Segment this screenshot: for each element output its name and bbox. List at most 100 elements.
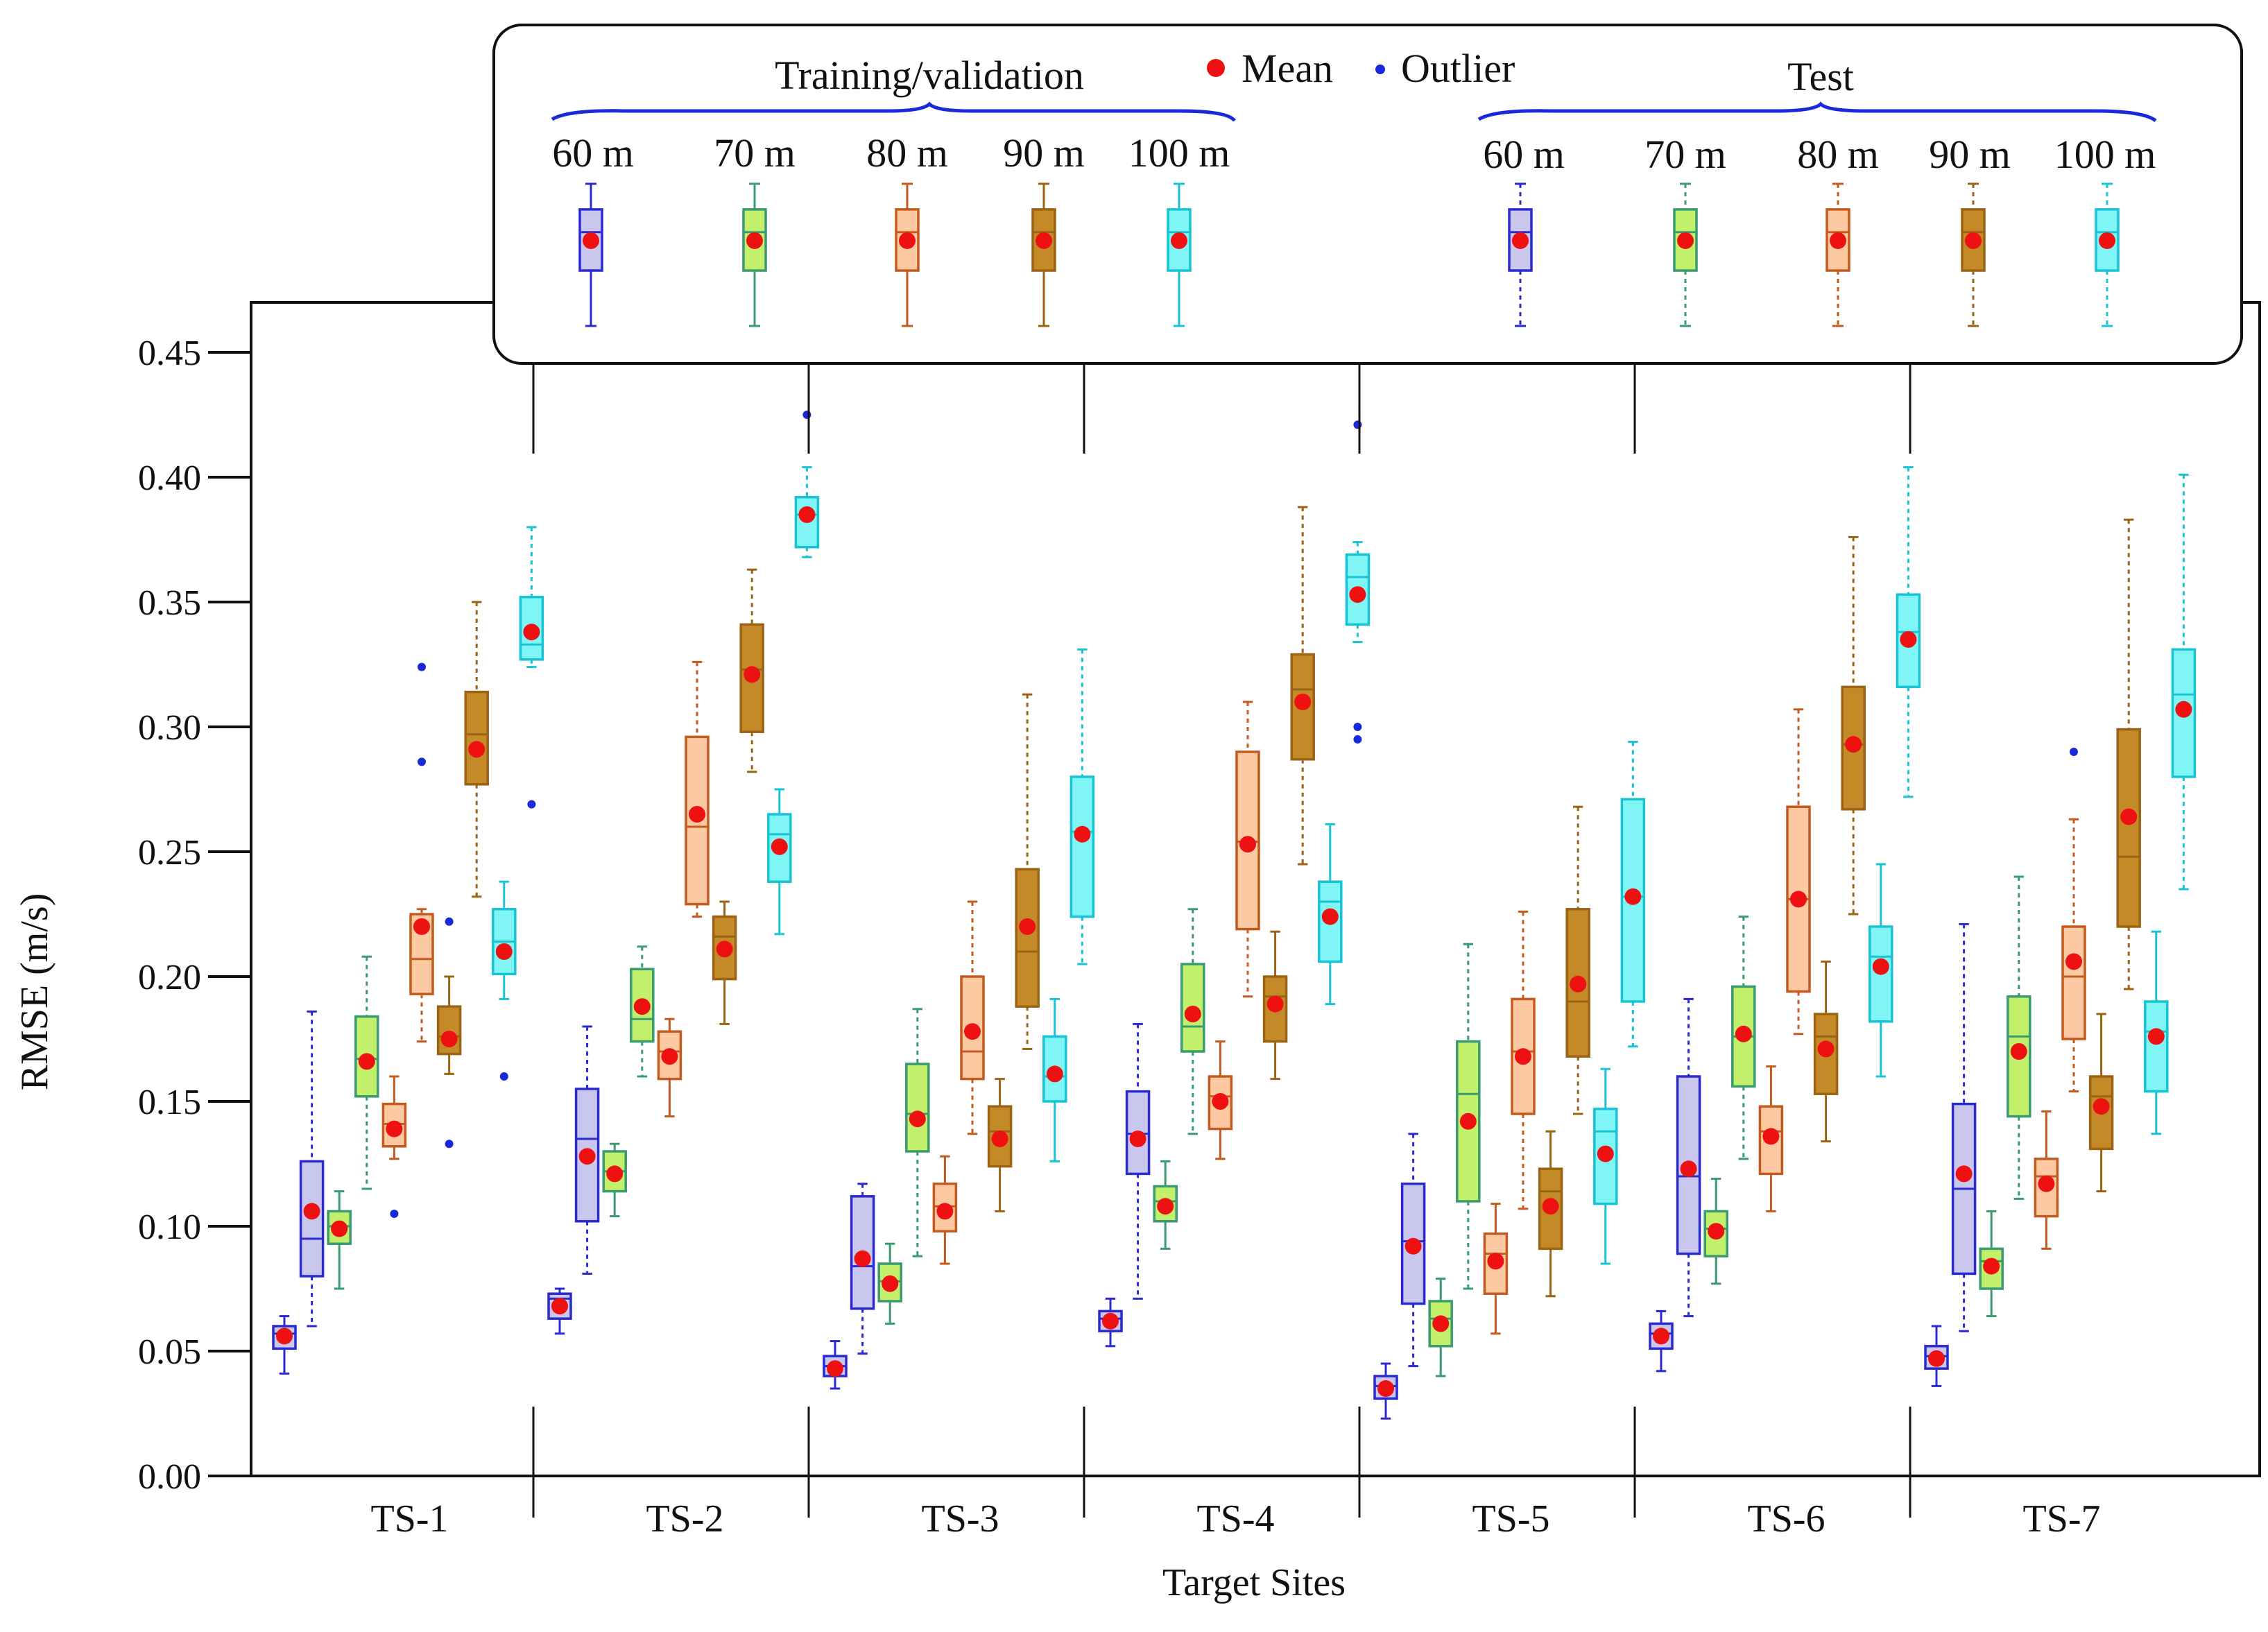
legend-sample xyxy=(1167,182,1192,327)
box-group xyxy=(850,1183,875,1355)
mean-marker xyxy=(2099,232,2115,249)
box-group xyxy=(1896,466,1921,798)
box-group xyxy=(1511,910,1536,1210)
y-tick-label: 0.10 xyxy=(138,1208,201,1247)
outlier-point xyxy=(2070,748,2078,756)
box-group xyxy=(987,1078,1013,1212)
box-group xyxy=(657,1017,682,1118)
box-group xyxy=(2144,930,2169,1135)
y-tick-label: 0.20 xyxy=(138,958,201,997)
legend-sample xyxy=(1673,182,1698,327)
box-group xyxy=(1841,535,1866,916)
outlier-point xyxy=(418,662,426,671)
legend: Training/validation Test Mean Outlier 60… xyxy=(492,24,2243,365)
mean-marker xyxy=(716,940,733,958)
mean-marker xyxy=(551,1298,568,1315)
box-group xyxy=(1924,1325,1949,1387)
legend-training-brace xyxy=(551,101,1237,122)
box-iqr xyxy=(1069,775,1095,918)
mean-marker xyxy=(1790,891,1807,908)
mean-marker xyxy=(303,1203,320,1220)
box-group xyxy=(1565,805,1590,1115)
mean-marker xyxy=(386,1120,403,1137)
x-tick-label: TS-7 xyxy=(2023,1497,2101,1540)
box-group xyxy=(354,955,379,1190)
mean-marker xyxy=(1928,1350,1945,1367)
legend-height-label: 60 m xyxy=(552,130,634,175)
x-tick-label: TS-4 xyxy=(1197,1497,1275,1540)
box-group xyxy=(1979,1210,2004,1318)
legend-sample xyxy=(2095,182,2120,327)
mean-marker xyxy=(2147,1028,2165,1045)
box-group xyxy=(1042,997,1067,1162)
y-tick-label: 0.05 xyxy=(138,1332,201,1372)
mean-marker xyxy=(1036,232,1052,249)
mean-marker xyxy=(468,741,486,758)
box-group xyxy=(739,568,764,773)
outlier-point xyxy=(445,1140,454,1149)
box-iqr xyxy=(2061,925,2086,1040)
outlier-point xyxy=(390,1210,399,1218)
mean-marker xyxy=(1171,232,1187,249)
legend-height-label: 100 m xyxy=(1128,130,1230,175)
box-group xyxy=(1483,1203,1509,1335)
x-tick-label: TS-5 xyxy=(1472,1497,1550,1540)
x-axis-label: Target Sites xyxy=(1162,1561,1346,1604)
box-group xyxy=(1813,960,1839,1143)
outlier-point xyxy=(418,757,426,766)
box-group xyxy=(1676,997,1701,1318)
outlier-point xyxy=(1353,420,1362,429)
y-tick-label: 0.25 xyxy=(138,833,201,873)
box-group xyxy=(1758,1065,1784,1212)
mean-marker xyxy=(1597,1145,1614,1162)
mean-marker xyxy=(1900,631,1917,648)
mean-marker xyxy=(1404,1237,1422,1255)
legend-samples: 60 m 60 m 70 m 70 m 80 m 80 m 90 m 90 m 100 m 100… xyxy=(552,130,2156,327)
outlier-point xyxy=(802,411,811,419)
mean-marker xyxy=(523,624,540,641)
mean-marker xyxy=(689,806,705,823)
y-tick-label: 0.35 xyxy=(138,583,201,623)
y-tick-label: 0.45 xyxy=(138,334,201,373)
legend-sample xyxy=(578,182,603,327)
box-group xyxy=(436,917,462,1149)
box-group xyxy=(1731,916,1756,1160)
box-group xyxy=(1180,908,1205,1135)
mean-marker xyxy=(827,1360,843,1377)
box-group xyxy=(932,1155,958,1265)
outlier-point xyxy=(1353,723,1362,731)
mean-marker xyxy=(1515,1048,1531,1065)
mean-marker xyxy=(578,1148,596,1165)
mean-marker xyxy=(276,1328,293,1345)
legend-height-label: 70 m xyxy=(714,130,796,175)
legend-height-label: 80 m xyxy=(866,130,948,175)
mean-marker xyxy=(1074,825,1091,843)
x-tick-label: TS-1 xyxy=(371,1497,449,1540)
mean-marker xyxy=(1570,975,1587,993)
box-group xyxy=(492,880,517,1081)
legend-sample xyxy=(1031,182,1056,327)
mean-marker xyxy=(1349,586,1366,603)
legend-height-label: 80 m xyxy=(1797,132,1879,177)
mean-marker xyxy=(798,506,816,523)
box-iqr xyxy=(905,1063,930,1153)
box-group xyxy=(960,900,985,1135)
box-group xyxy=(630,945,655,1078)
box-group xyxy=(547,1287,572,1335)
mean-marker xyxy=(1157,1198,1174,1215)
mean-marker xyxy=(2038,1175,2055,1192)
mean-marker xyxy=(1266,995,1284,1013)
mean-marker xyxy=(661,1048,678,1065)
mean-marker xyxy=(1102,1312,1119,1330)
box-group xyxy=(464,601,489,898)
mean-marker xyxy=(991,1131,1008,1147)
box-iqr xyxy=(2144,1000,2169,1093)
y-tick-label: 0.15 xyxy=(138,1083,201,1122)
mean-marker xyxy=(1321,908,1339,925)
box-group xyxy=(602,1142,627,1218)
box-group xyxy=(1235,701,1260,998)
mean-marker xyxy=(964,1023,981,1040)
box-group xyxy=(685,660,710,918)
legend-height-label: 60 m xyxy=(1483,132,1565,177)
